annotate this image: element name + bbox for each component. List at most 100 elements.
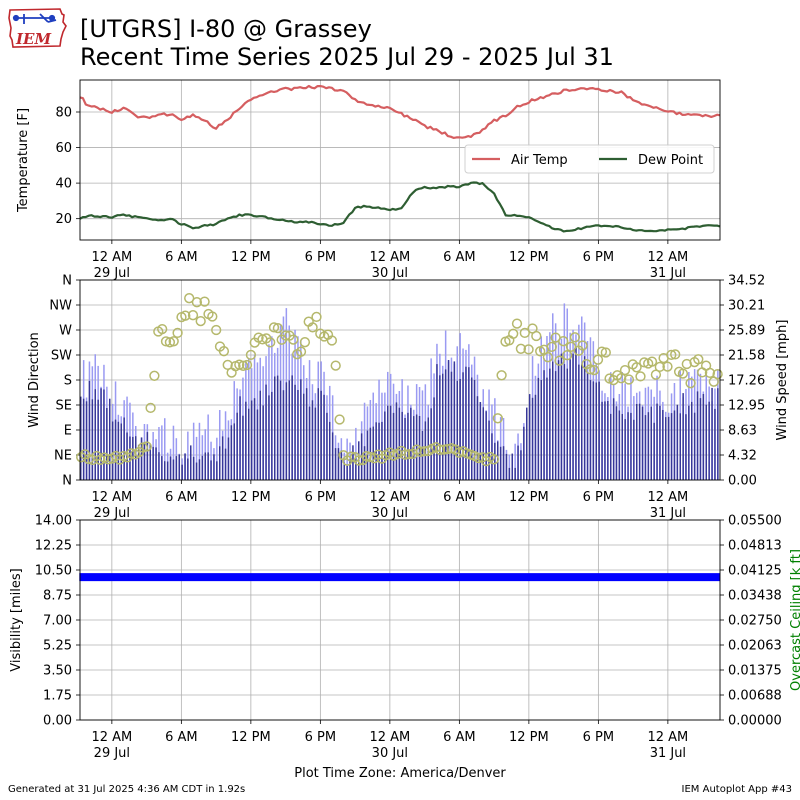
visibility-ytick-label: 0.00 <box>43 714 72 729</box>
wind-direction-label: W <box>59 324 72 339</box>
wind-speed-label: 17.26 <box>728 374 765 389</box>
speed-bar <box>213 454 215 480</box>
visibility-panel: 0.00 1.75 3.50 5.25 7.00 8.75 10.50 12.25 14.00 0… <box>9 514 800 762</box>
speed-bar <box>624 419 626 480</box>
speed-bar <box>300 379 302 480</box>
direction-marker <box>160 336 172 347</box>
gust-bar <box>207 414 209 480</box>
direction-marker <box>519 327 530 339</box>
speed-bar <box>563 364 566 480</box>
speed-bar <box>152 446 154 480</box>
direction-marker <box>238 360 249 371</box>
speed-bar <box>589 380 592 480</box>
temperature-xtick-label: 6 PM <box>305 250 336 265</box>
speed-bar <box>476 396 479 480</box>
speed-bar <box>670 413 673 480</box>
speed-bar <box>586 371 589 480</box>
direction-marker <box>589 364 600 376</box>
speed-bar <box>204 452 206 480</box>
visibility-right-tick-label: 0.04125 <box>728 564 782 579</box>
speed-bar <box>245 401 247 480</box>
wind-date-label: 30 Jul <box>372 506 408 521</box>
speed-bar <box>219 446 221 480</box>
visibility-ylabel-right: Overcast Ceiling [k ft] <box>789 549 800 691</box>
speed-bar <box>158 452 160 480</box>
speed-bar <box>691 401 693 480</box>
speed-bar <box>155 447 157 480</box>
speed-bar <box>164 461 166 480</box>
speed-bar <box>511 453 513 480</box>
legend-label-dew-point: Dew Point <box>638 153 703 168</box>
speed-bar <box>224 448 227 480</box>
speed-bar <box>662 410 664 480</box>
dew-point-line <box>79 181 721 233</box>
visibility-right-tick-label: 0.01375 <box>728 664 782 679</box>
direction-marker <box>126 448 137 459</box>
speed-bar <box>366 430 369 480</box>
temperature-panel: 20 40 60 80 12 AM 6 AM 12 PM 6 PM 12 AM 6 AM 12 PM… <box>16 79 721 281</box>
speed-bar <box>618 410 621 480</box>
speed-bar <box>392 412 395 480</box>
speed-bar <box>517 445 519 480</box>
speed-bar <box>363 446 366 480</box>
speed-bar <box>282 390 285 480</box>
speed-bar <box>502 446 505 480</box>
gust-bar <box>172 425 175 480</box>
direction-marker <box>531 330 542 342</box>
speed-bar <box>569 359 571 480</box>
visibility-ytick-label: 8.75 <box>43 589 72 604</box>
direction-marker <box>546 341 557 353</box>
speed-bar <box>482 407 484 480</box>
wind-speed-label: 21.58 <box>728 349 765 364</box>
speed-bar <box>693 412 696 480</box>
temperature-xtick-label: 12 AM <box>369 250 410 265</box>
speed-bar <box>523 426 525 480</box>
speed-bar <box>647 412 650 480</box>
temperature-ytick-label: 40 <box>55 177 72 192</box>
gust-bar <box>192 422 195 480</box>
speed-bar <box>459 379 461 480</box>
speed-bar <box>239 396 241 480</box>
speed-bar <box>337 448 340 480</box>
speed-bar <box>192 456 195 480</box>
wind-xtick-label: 12 AM <box>91 490 132 505</box>
visibility-xtick-label: 12 PM <box>509 730 549 745</box>
direction-marker <box>211 324 222 336</box>
speed-bar <box>91 399 94 480</box>
speed-bar <box>230 425 233 480</box>
speed-bar <box>650 406 652 480</box>
wind-speed-label: 8.63 <box>728 424 757 439</box>
wind-speed-label: 4.32 <box>728 449 757 464</box>
speed-bar <box>250 400 253 480</box>
speed-bar <box>598 381 600 480</box>
speed-bar <box>528 394 531 480</box>
visibility-xtick-label: 6 PM <box>583 730 614 745</box>
speed-bar <box>456 380 458 480</box>
wind-xtick-label: 12 PM <box>231 490 271 505</box>
speed-bar <box>166 461 169 480</box>
direction-marker <box>280 330 291 341</box>
speed-bar <box>329 421 331 480</box>
speed-bar <box>184 453 186 480</box>
direction-marker <box>523 344 534 355</box>
direction-marker <box>712 369 723 380</box>
speed-bar <box>355 458 357 480</box>
speed-bar <box>317 388 319 480</box>
direction-marker <box>330 360 341 371</box>
speed-bar <box>288 380 290 480</box>
direction-marker <box>326 335 338 346</box>
direction-marker <box>218 346 230 357</box>
speed-bar <box>682 393 684 480</box>
speed-bar <box>207 452 209 480</box>
direction-marker <box>569 332 581 343</box>
speed-bar <box>581 364 583 480</box>
speed-bar <box>607 401 609 480</box>
speed-bar <box>308 406 311 480</box>
direction-marker <box>650 369 662 380</box>
app-label: IEM Autoplot App #43 <box>681 784 792 795</box>
speed-bar <box>297 390 299 480</box>
speed-bar <box>103 389 105 480</box>
speed-bar <box>175 456 178 480</box>
speed-bar <box>552 361 554 480</box>
